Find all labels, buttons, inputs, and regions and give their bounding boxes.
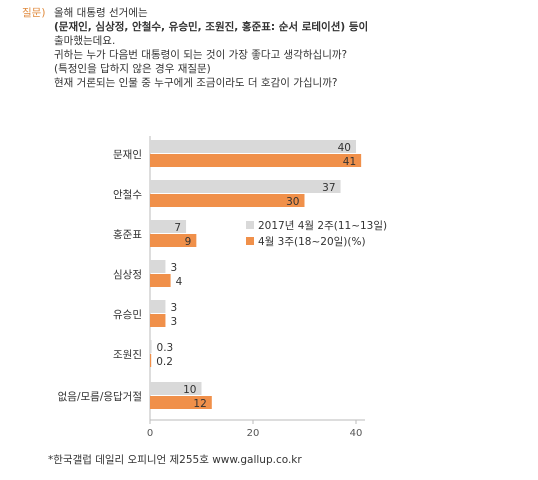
question-tag: 질문) (22, 7, 46, 19)
category-label: 문재인 (113, 149, 142, 161)
question-line-3: 출마했는데요. (54, 35, 116, 47)
question-line-4: 귀하는 누가 다음번 대통령이 되는 것이 가장 좋다고 생각하십니까? (54, 49, 348, 61)
data-label: 10 (183, 384, 196, 396)
bar-apr-week3 (150, 274, 171, 287)
legend-apr-week3-swatch (246, 237, 254, 245)
category-label: 홍준표 (113, 228, 142, 241)
legend-apr-week2-swatch (246, 221, 254, 229)
legend-apr-week3-label: 4월 3주(18~20일)(%) (258, 235, 366, 248)
data-label: 0.3 (157, 342, 174, 354)
data-label: 4 (176, 276, 183, 288)
category-label: 안철수 (113, 189, 142, 201)
bar-apr-week3 (150, 396, 212, 409)
bar-apr-week2 (150, 220, 187, 233)
source-footer: *한국갤럽 데일리 오피니언 제255호 www.gallup.co.kr (48, 454, 302, 466)
category-label: 유승민 (113, 309, 142, 321)
data-label: 40 (338, 142, 351, 154)
bar-apr-week2 (150, 180, 341, 193)
bar-apr-week2 (150, 300, 166, 313)
bar-apr-week3 (150, 194, 305, 207)
bar-apr-week2 (150, 340, 152, 353)
bar-apr-week2 (150, 382, 202, 395)
data-label: 0.2 (156, 356, 173, 368)
data-label: 9 (185, 236, 192, 248)
legend-apr-week2-label: 2017년 4월 2주(11~13일) (258, 219, 387, 232)
question-line-1: 올해 대통령 선거에는 (54, 7, 148, 19)
question-line-5: (특정인을 답하지 않은 경우 재질문) (54, 63, 211, 75)
bar-apr-week3 (150, 354, 152, 367)
data-label: 3 (170, 302, 177, 314)
data-label: 41 (343, 156, 356, 168)
bar-apr-week2 (150, 260, 166, 273)
bar-apr-week3 (150, 314, 166, 327)
category-label: 조원진 (113, 349, 142, 361)
data-label: 3 (170, 316, 177, 328)
bar-apr-week2 (150, 140, 356, 153)
x-tick-label: 40 (350, 428, 363, 439)
data-label: 7 (174, 222, 181, 234)
category-label: 심상정 (113, 269, 142, 281)
x-tick-label: 20 (247, 428, 260, 439)
bar-apr-week3 (150, 234, 197, 247)
data-label: 37 (322, 182, 335, 194)
data-label: 3 (170, 262, 177, 274)
bar-apr-week3 (150, 154, 362, 167)
data-label: 30 (286, 196, 299, 208)
x-tick-label: 0 (147, 428, 153, 439)
question-line-2: (문재인, 심상정, 안철수, 유승민, 조원진, 홍준표: 순서 로테이션) … (54, 21, 369, 33)
data-label: 12 (193, 398, 206, 410)
bar-chart: 문재인 40 41 안철수 37 30 홍준표 79 심상정 3 4 유승민 3 3 조원진 0.3 0.2 없음… (58, 136, 387, 439)
question-line-6: 현재 거론되는 인물 중 누구에게 조금이라도 더 호감이 가십니까? (54, 77, 338, 89)
category-label: 없음/모름/응답거절 (58, 390, 142, 403)
